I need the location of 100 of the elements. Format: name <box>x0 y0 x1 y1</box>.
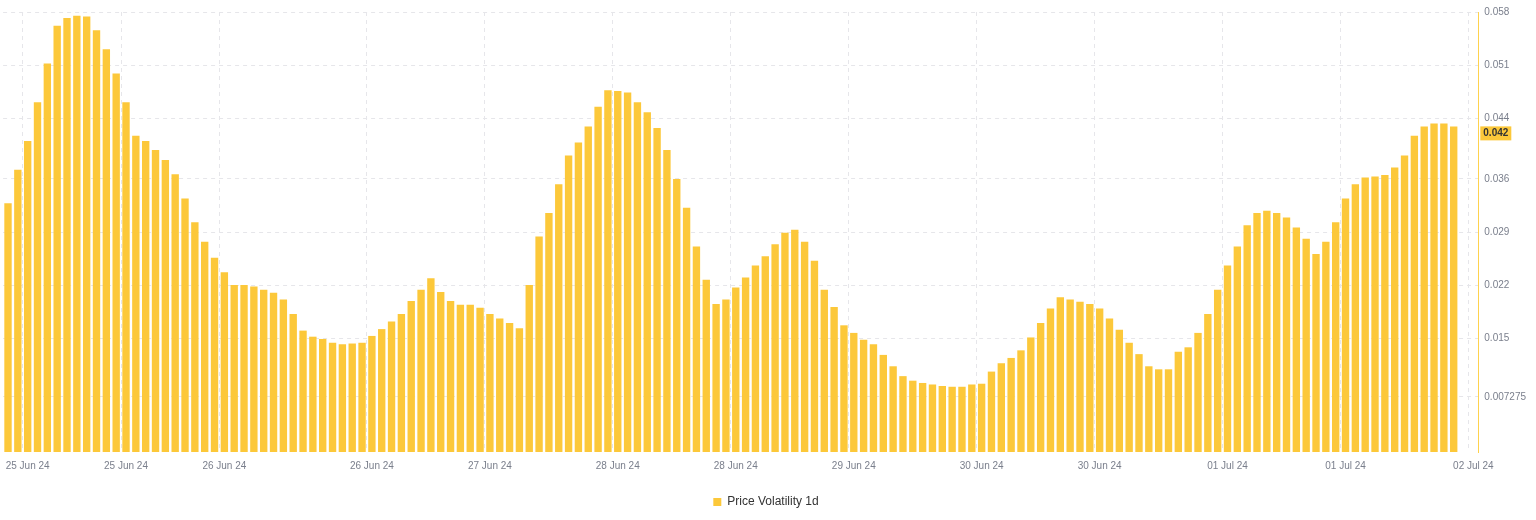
bar <box>791 229 799 452</box>
x-tick-label: 26 Jun 24 <box>202 459 247 471</box>
bar <box>1282 217 1291 452</box>
bar <box>1322 241 1330 452</box>
bar <box>1105 318 1114 452</box>
bar <box>1095 308 1104 452</box>
bar <box>220 272 229 452</box>
bar <box>1400 155 1409 452</box>
x-tick-label: 02 Jul 24 <box>1453 459 1495 471</box>
bar <box>682 207 691 452</box>
bar <box>1145 366 1153 452</box>
y-tick-label: 0.058 <box>1484 5 1510 17</box>
bar <box>456 304 465 452</box>
bar <box>348 343 356 452</box>
bar <box>142 140 150 452</box>
bar <box>1272 213 1281 452</box>
bar <box>859 339 868 452</box>
bar <box>889 366 897 452</box>
bar <box>1243 225 1251 452</box>
bar <box>1007 357 1015 452</box>
bar <box>997 363 1005 452</box>
bar <box>584 126 592 452</box>
y-tick-label: 0.022 <box>1484 278 1510 290</box>
y-tick-label: 0.029 <box>1484 225 1510 237</box>
bar <box>909 380 917 452</box>
bar <box>446 301 455 452</box>
y-tick-label: 0.044 <box>1484 111 1510 123</box>
x-tick-label: 26 Jun 24 <box>349 459 395 471</box>
bar <box>122 102 130 452</box>
bar <box>732 287 740 452</box>
bar <box>1410 135 1419 452</box>
bar <box>171 174 179 452</box>
bar <box>1450 126 1458 452</box>
bar <box>928 384 937 452</box>
bar <box>879 354 887 452</box>
bar <box>387 321 396 452</box>
bar <box>53 25 61 452</box>
y-tick-label: 0.051 <box>1484 58 1510 70</box>
bar <box>574 142 583 452</box>
bar <box>1056 297 1064 452</box>
bar <box>751 265 760 452</box>
bar <box>1154 369 1163 452</box>
bar <box>397 313 406 452</box>
bar <box>496 318 504 452</box>
bar <box>1194 332 1202 452</box>
bar <box>1076 301 1084 452</box>
bar <box>525 285 533 452</box>
bar <box>43 63 52 452</box>
x-tick-label: 01 Jul 24 <box>1325 459 1367 471</box>
bar <box>673 178 681 452</box>
bar <box>850 332 858 452</box>
bar <box>1292 227 1301 452</box>
bar <box>830 307 838 452</box>
bar <box>328 342 337 452</box>
bar <box>23 140 32 452</box>
bar <box>1440 123 1448 452</box>
bar <box>1125 342 1133 452</box>
bar <box>33 102 42 452</box>
bar <box>977 383 986 452</box>
bar <box>820 289 828 452</box>
bar <box>899 376 907 452</box>
bar <box>515 328 524 452</box>
bar <box>564 155 573 452</box>
bar <box>1361 177 1369 452</box>
bar <box>1351 184 1360 452</box>
bar <box>614 90 622 452</box>
bar <box>319 338 327 452</box>
bar <box>1302 238 1310 452</box>
y-tick-label: 0.015 <box>1484 331 1510 343</box>
bar <box>1371 176 1379 452</box>
bar <box>378 329 386 452</box>
bar <box>1027 337 1035 452</box>
bar <box>476 307 484 452</box>
bar <box>968 384 976 452</box>
bar <box>1115 329 1124 452</box>
x-tick-label: 28 Jun 24 <box>713 459 759 471</box>
x-tick-label: 28 Jun 24 <box>595 459 641 471</box>
bar <box>486 313 494 452</box>
bar <box>555 184 563 452</box>
bar <box>161 159 170 452</box>
bar <box>1263 210 1271 452</box>
bar <box>1332 222 1340 452</box>
bar <box>840 325 848 452</box>
bar <box>505 323 514 452</box>
bar <box>702 279 710 452</box>
bar <box>1233 246 1242 452</box>
bar <box>309 336 317 452</box>
bar <box>653 128 661 452</box>
bar <box>958 386 966 452</box>
bar <box>633 102 642 452</box>
x-tick-label: 01 Jul 24 <box>1207 459 1249 471</box>
bar <box>1420 126 1428 452</box>
annotation: 0.042 <box>1483 127 1509 139</box>
bar <box>4 203 12 452</box>
bar <box>112 73 120 452</box>
bar <box>191 222 199 452</box>
bar <box>92 30 101 452</box>
bar <box>368 335 376 452</box>
bar <box>643 112 651 452</box>
bar <box>594 106 602 452</box>
